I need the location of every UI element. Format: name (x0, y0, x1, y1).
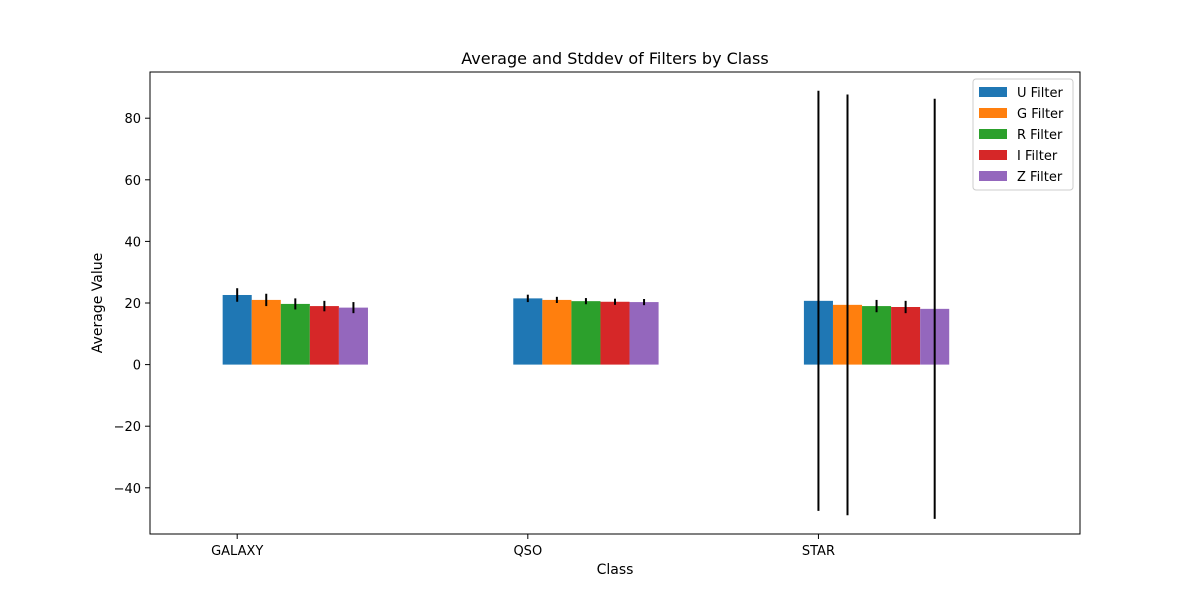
legend-label-u-filter: U Filter (1017, 86, 1063, 101)
bar-qso-g-filter (542, 299, 572, 365)
y-tick-label: 60 (124, 174, 141, 189)
y-tick-label: 0 (133, 359, 141, 374)
bar-galaxy-z-filter (338, 307, 368, 365)
bar-galaxy-u-filter (222, 294, 252, 365)
legend-label-i-filter: I Filter (1017, 149, 1058, 164)
x-tick-label: QSO (513, 544, 542, 559)
legend-box (972, 78, 1074, 191)
chart-title: Average and Stddev of Filters by Class (461, 49, 768, 68)
y-tick-label: 40 (124, 235, 141, 250)
y-tick-label: −40 (114, 482, 141, 497)
bar-galaxy-g-filter (251, 299, 281, 365)
x-axis-label: Class (597, 562, 634, 578)
y-tick-label: 80 (124, 112, 141, 127)
bar-qso-u-filter (513, 298, 543, 365)
bar-galaxy-i-filter (309, 306, 339, 365)
legend-swatch-u-filter (979, 87, 1007, 97)
bar-qso-r-filter (571, 301, 601, 365)
x-tick-label: STAR (802, 544, 835, 559)
bar-galaxy-r-filter (280, 303, 310, 365)
legend-swatch-i-filter (979, 150, 1007, 160)
legend-swatch-r-filter (979, 129, 1007, 139)
legend-label-r-filter: R Filter (1017, 128, 1063, 143)
legend-swatch-g-filter (979, 108, 1007, 118)
y-tick-label: −20 (114, 420, 141, 435)
legend-swatch-z-filter (979, 171, 1007, 181)
bar-qso-i-filter (600, 301, 630, 365)
bar-qso-z-filter (629, 302, 659, 365)
legend-label-z-filter: Z Filter (1017, 170, 1063, 185)
x-tick-label: GALAXY (211, 544, 263, 559)
y-tick-label: 20 (124, 297, 141, 312)
y-axis-label: Average Value (90, 253, 106, 353)
plot-area: −40 −20 0 20 40 60 80 GALAXY QSO STAR (114, 71, 1081, 559)
bar-star-r-filter (862, 306, 892, 365)
legend: U Filter G Filter R Filter I Filter Z Filter (972, 78, 1074, 191)
legend-label-g-filter: G Filter (1017, 107, 1064, 122)
bar-star-i-filter (891, 307, 921, 365)
